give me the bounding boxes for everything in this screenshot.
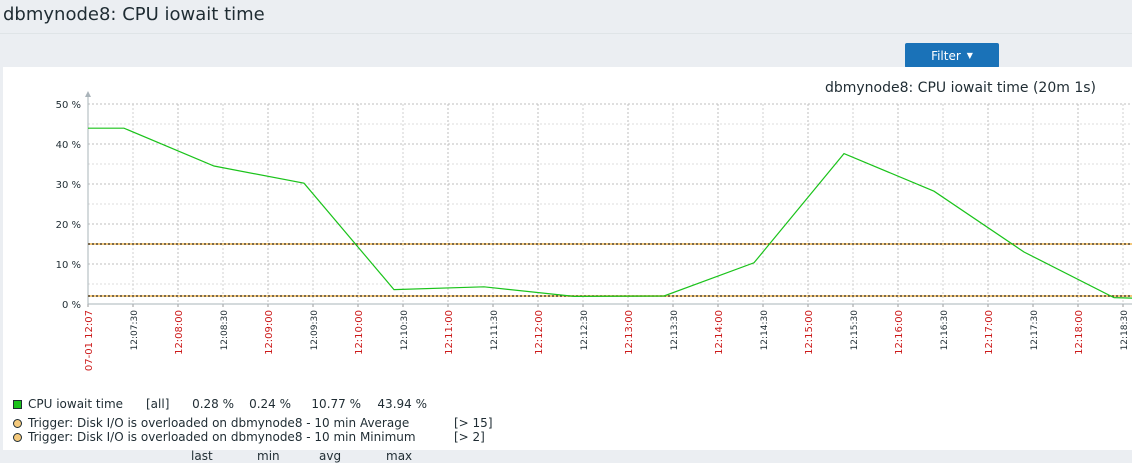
x-tick-label: 12:13:00	[624, 310, 635, 355]
trigger-swatch	[13, 418, 22, 428]
legend-header-min: min	[257, 449, 280, 463]
x-tick-label: 12:17:30	[1030, 310, 1040, 351]
x-tick-label: 12:11:30	[490, 310, 500, 351]
trigger-swatch	[13, 432, 22, 442]
y-tick-label: 50 %	[56, 100, 81, 111]
x-tick-label: 12:08:30	[220, 310, 230, 351]
legend-series-last: 0.28 %	[192, 397, 234, 411]
legend-trigger-label: Trigger: Disk I/O is overloaded on dbmyn…	[28, 430, 416, 444]
y-tick-label: 0 %	[62, 300, 81, 311]
legend-header-avg: avg	[319, 449, 342, 463]
filter-label: Filter	[931, 48, 961, 63]
series-swatch	[13, 399, 22, 409]
x-tick-label: 12:12:30	[580, 310, 590, 351]
x-tick-label: 12:07:30	[130, 310, 140, 351]
legend-header-last: last	[191, 449, 213, 463]
caret-down-icon: ▼	[966, 51, 973, 60]
legend-series-func: [all]	[146, 397, 170, 411]
x-tick-label: 12:13:30	[670, 310, 680, 351]
x-tick-label: 12:09:00	[264, 310, 275, 355]
legend-trigger-cond: [> 15]	[454, 416, 493, 430]
x-tick-label: 12:14:00	[714, 310, 725, 355]
y-tick-label: 20 %	[56, 220, 81, 231]
x-tick-label: 07-01 12:07	[84, 310, 95, 371]
x-tick-label: 12:16:30	[940, 310, 950, 351]
x-tick-label: 12:14:30	[760, 310, 770, 351]
y-tick-label: 40 %	[56, 140, 81, 151]
graph-panel: dbmynode8: CPU iowait time (20m 1s) 0 % 10…	[3, 67, 1132, 463]
x-tick-label: 12:11:00	[444, 310, 455, 355]
legend-series-name: CPU iowait time	[28, 397, 124, 411]
legend-series-avg: 10.77 %	[311, 397, 361, 411]
x-tick-label: 12:15:00	[804, 310, 815, 355]
x-tick-label: 12:10:00	[354, 310, 365, 355]
legend-series-min: 0.24 %	[249, 397, 291, 411]
y-tick-label: 10 %	[56, 260, 81, 271]
chart-title: dbmynode8: CPU iowait time (20m 1s)	[825, 80, 1096, 96]
x-tick-label: 12:10:30	[400, 310, 410, 351]
x-tick-label: 12:18:30	[1120, 310, 1130, 351]
x-tick-label: 12:15:30	[850, 310, 860, 351]
series-line	[88, 127, 1132, 299]
x-tick-label: 12:16:00	[894, 310, 905, 355]
legend-trigger-row: Trigger: Disk I/O is overloaded on dbmyn…	[13, 430, 485, 444]
filter-button[interactable]: Filter ▼	[905, 43, 999, 68]
iowait-chart: dbmynode8: CPU iowait time (20m 1s) 0 % 10…	[56, 80, 1132, 371]
legend-trigger-cond: [> 2]	[454, 430, 485, 444]
x-tick-label: 12:08:00	[174, 310, 185, 355]
title-divider	[0, 33, 1132, 34]
legend-trigger-row: Trigger: Disk I/O is overloaded on dbmyn…	[13, 416, 493, 430]
y-tick-label: 30 %	[56, 180, 81, 191]
x-tick-label: 12:17:00	[984, 310, 995, 355]
y-axis-arrow	[85, 91, 91, 97]
x-tick-label: 12:12:00	[534, 310, 545, 355]
x-tick-label: 12:18:00	[1074, 310, 1085, 355]
legend-series-row: CPU iowait time [all] 0.28 % 0.24 % 10.7…	[13, 397, 427, 411]
legend-series-max: 43.94 %	[377, 397, 427, 411]
legend-header-max: max	[386, 449, 413, 463]
legend-trigger-label: Trigger: Disk I/O is overloaded on dbmyn…	[28, 416, 410, 430]
x-tick-label: 12:09:30	[310, 310, 320, 351]
page-title: dbmynode8: CPU iowait time	[3, 4, 265, 25]
